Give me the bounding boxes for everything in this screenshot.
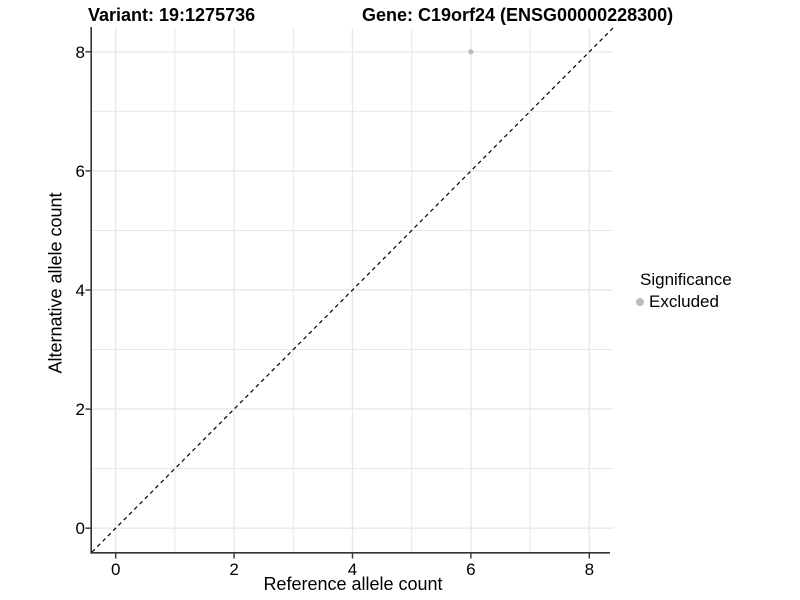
- x-tick-label: 6: [466, 560, 475, 579]
- y-tick-label: 4: [76, 281, 85, 300]
- identity-line: [91, 27, 614, 553]
- y-tick-label: 0: [76, 519, 85, 538]
- legend: Significance Excluded: [634, 270, 732, 311]
- y-tick-label: 2: [76, 400, 85, 419]
- x-tick-label: 4: [348, 560, 357, 579]
- legend-item-label: Excluded: [649, 292, 719, 311]
- plot-title-variant: Variant: 19:1275736: [88, 5, 256, 25]
- data-point: [468, 49, 474, 55]
- legend-marker-dot: [636, 298, 644, 306]
- x-tick-label: 2: [229, 560, 238, 579]
- legend-item-excluded: Excluded: [634, 293, 732, 311]
- x-tick-label: 0: [111, 560, 120, 579]
- y-axis-title: Alternative allele count: [45, 192, 66, 374]
- x-axis-title: Reference allele count: [263, 574, 443, 594]
- x-tick-label: 8: [585, 560, 594, 579]
- plot-title-gene: Gene: C19orf24 (ENSG00000228300): [362, 5, 674, 25]
- legend-title: Significance: [640, 270, 732, 289]
- y-tick-label: 6: [76, 162, 85, 181]
- y-tick-label: 8: [76, 43, 85, 62]
